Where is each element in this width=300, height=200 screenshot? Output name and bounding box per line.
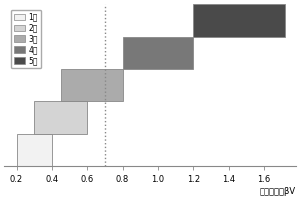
Legend: 1级, 2级, 3级, 4级, 5级: 1级, 2级, 3级, 4级, 5级 bbox=[11, 10, 41, 68]
X-axis label: 非线性参数βV: 非线性参数βV bbox=[260, 187, 296, 196]
FancyBboxPatch shape bbox=[123, 37, 193, 69]
FancyBboxPatch shape bbox=[34, 101, 87, 134]
FancyBboxPatch shape bbox=[193, 4, 285, 37]
FancyBboxPatch shape bbox=[61, 69, 123, 101]
FancyBboxPatch shape bbox=[16, 134, 52, 166]
